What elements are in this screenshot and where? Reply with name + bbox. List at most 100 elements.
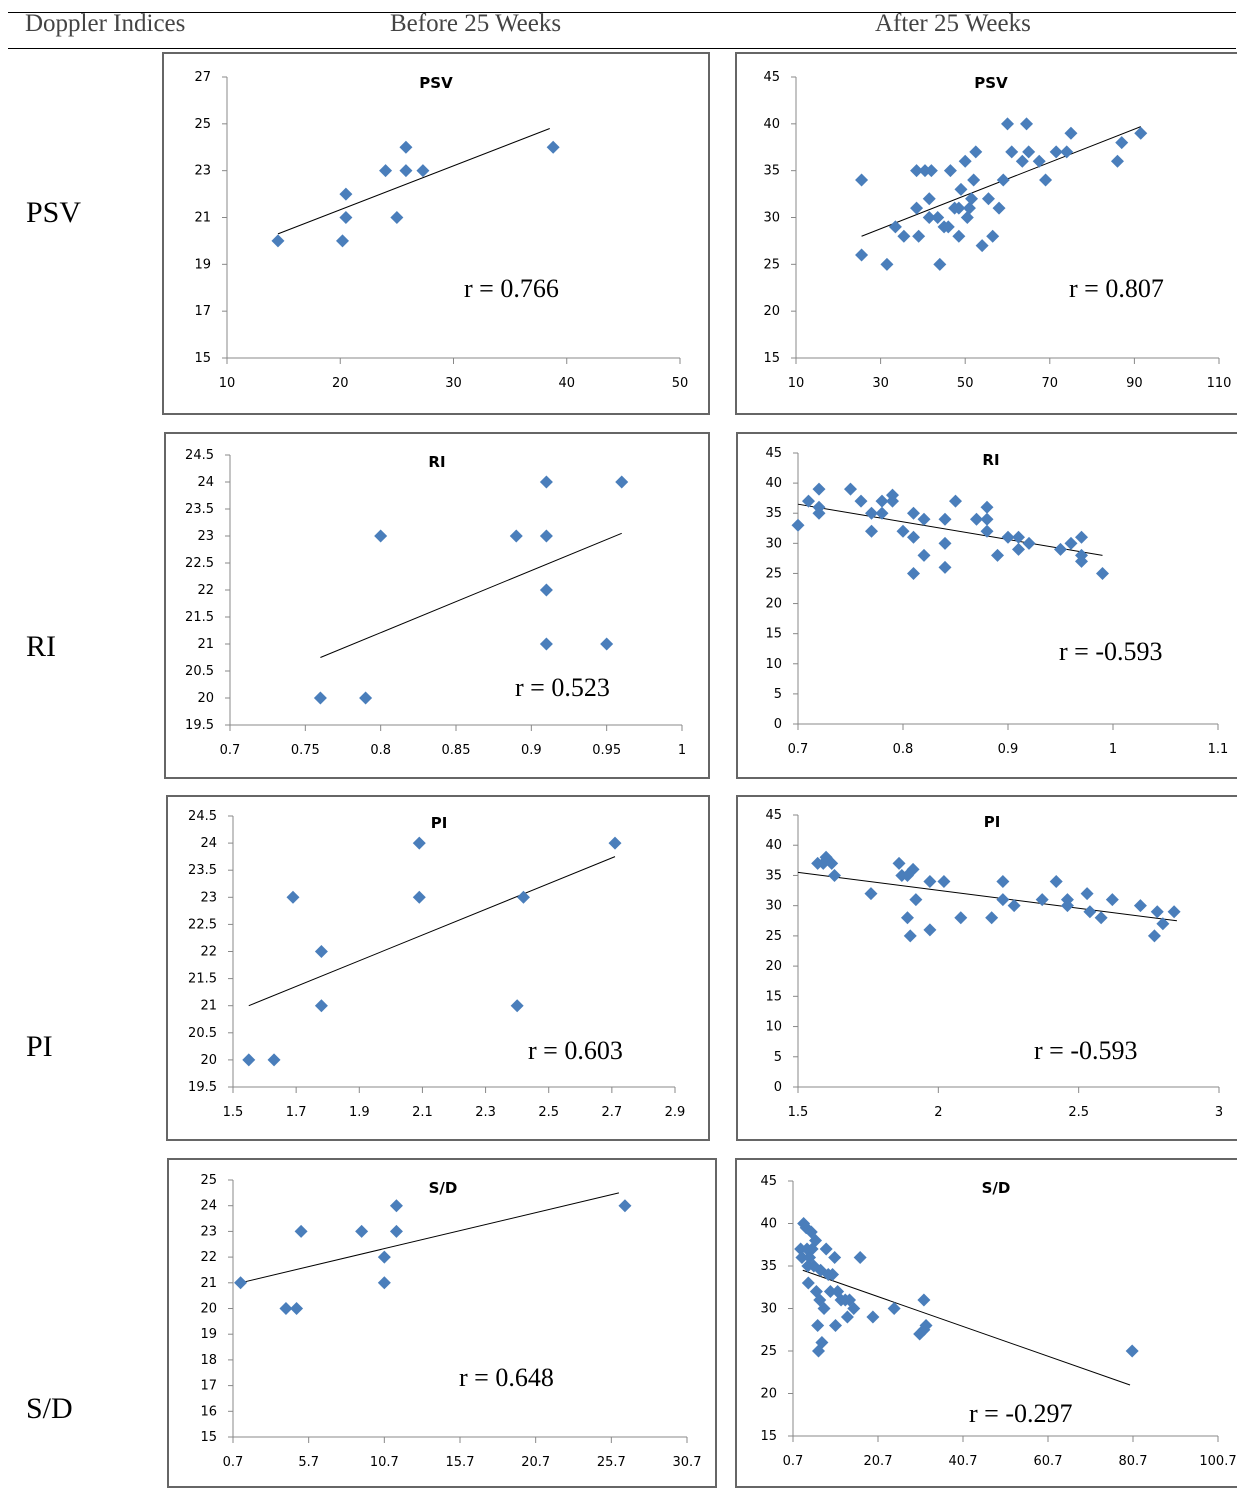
data-point [809,1234,823,1247]
data-point [1001,117,1014,131]
data-point [992,201,1006,215]
data-point [539,529,553,543]
x-tick-label: 20.7 [521,1455,550,1470]
y-tick-label: 24 [200,836,217,851]
data-point [1005,145,1019,159]
data-point [887,1302,901,1315]
y-tick-label: 22.5 [185,556,214,571]
y-tick-label: 40 [763,117,780,132]
x-tick-label: 30 [872,376,889,391]
data-point [1094,911,1108,925]
x-tick-label: 1 [1109,742,1117,757]
chart-title: RI [428,453,445,471]
chart-ri-after: 0 5 10 15 20 25 30 35 40 45 0.7 0.8 0.9 1 1.1 RI r = -0.… [765,446,1228,757]
data-point [855,173,869,187]
y-tick-label: 20 [200,1053,217,1068]
x-tick-label: 1.5 [223,1105,244,1120]
correlation-label: r = 0.648 [459,1363,554,1392]
x-tick-label: 0.8 [893,742,914,757]
data-point [811,1319,825,1332]
data-point [336,234,350,248]
data-point [539,583,553,597]
y-tick-label: 16 [200,1404,217,1419]
x-tick-label: 1.5 [788,1105,809,1120]
y-tick-label: 15 [765,989,782,1004]
y-tick-label: 25 [760,1344,777,1359]
correlation-label: r = -0.593 [1034,1036,1137,1065]
data-point [962,201,976,215]
chart-psv-after: 15 20 25 30 35 40 45 10 30 50 70 90 110 PSV r = 0.807 [763,70,1231,391]
data-point [795,1251,809,1264]
correlation-label: r = -0.593 [1059,637,1162,666]
correlation-label: r = -0.297 [969,1399,1072,1428]
y-tick-label: 21 [194,211,211,226]
y-tick-label: 24 [197,475,214,490]
data-point [807,1259,821,1273]
data-point [907,530,920,544]
x-tick-label: 40 [558,376,575,391]
data-point [996,173,1010,187]
data-point [865,506,878,520]
trend-line [240,1192,620,1284]
y-tick-label: 35 [765,506,782,521]
data-point [923,923,937,937]
data-point [1060,899,1074,913]
data-point [813,1293,827,1307]
data-point [941,220,955,234]
data-point [804,1225,818,1239]
row-label-pi: PI [26,1030,53,1063]
y-tick-label: 15 [194,351,211,366]
data-point [314,999,328,1013]
data-point [853,1251,867,1264]
data-point [1049,874,1063,888]
data-point [896,524,910,538]
chart-title: PI [984,813,1001,831]
y-tick-label: 19 [194,257,211,272]
y-tick-label: 15 [760,1429,777,1444]
data-point [924,164,938,178]
data-point [416,164,430,178]
data-point [900,911,914,925]
chart-title: RI [982,451,999,469]
correlation-label: r = 0.523 [515,673,610,702]
data-point [1001,530,1015,544]
data-point [355,1224,369,1238]
x-tick-label: 30.7 [673,1455,702,1470]
x-tick-label: 3 [1215,1105,1223,1120]
y-tick-label: 24.5 [185,448,214,463]
data-point [801,1276,815,1290]
y-tick-label: 15 [765,627,782,642]
y-tick-label: 5 [774,1050,782,1065]
chart-title: PSV [974,74,1008,92]
data-point [897,229,911,243]
y-tick-label: 17 [194,304,211,319]
data-point [539,637,553,651]
data-point [516,890,530,904]
correlation-label: r = 0.603 [528,1036,623,1065]
data-point [1054,542,1067,556]
data-point [816,856,830,870]
data-point [952,229,966,243]
data-point [844,482,857,496]
data-point [825,856,839,870]
data-point [399,164,413,178]
data-point [958,154,972,168]
y-tick-label: 30 [765,536,782,551]
x-tick-label: 0.8 [370,743,391,758]
data-point [1012,530,1025,544]
data-point [975,239,989,253]
data-point [290,1302,304,1315]
data-point [1115,136,1129,150]
data-point [1075,554,1088,568]
y-tick-label: 21 [197,637,214,652]
data-point [815,1336,829,1349]
data-point [826,1268,840,1281]
data-point [1080,887,1094,901]
data-point [339,187,353,201]
chart-title: PSV [419,74,453,92]
top-rule [8,12,1236,13]
x-tick-label: 0.7 [788,742,809,757]
data-point [539,475,553,489]
data-point [965,192,979,206]
data-point [314,945,328,958]
